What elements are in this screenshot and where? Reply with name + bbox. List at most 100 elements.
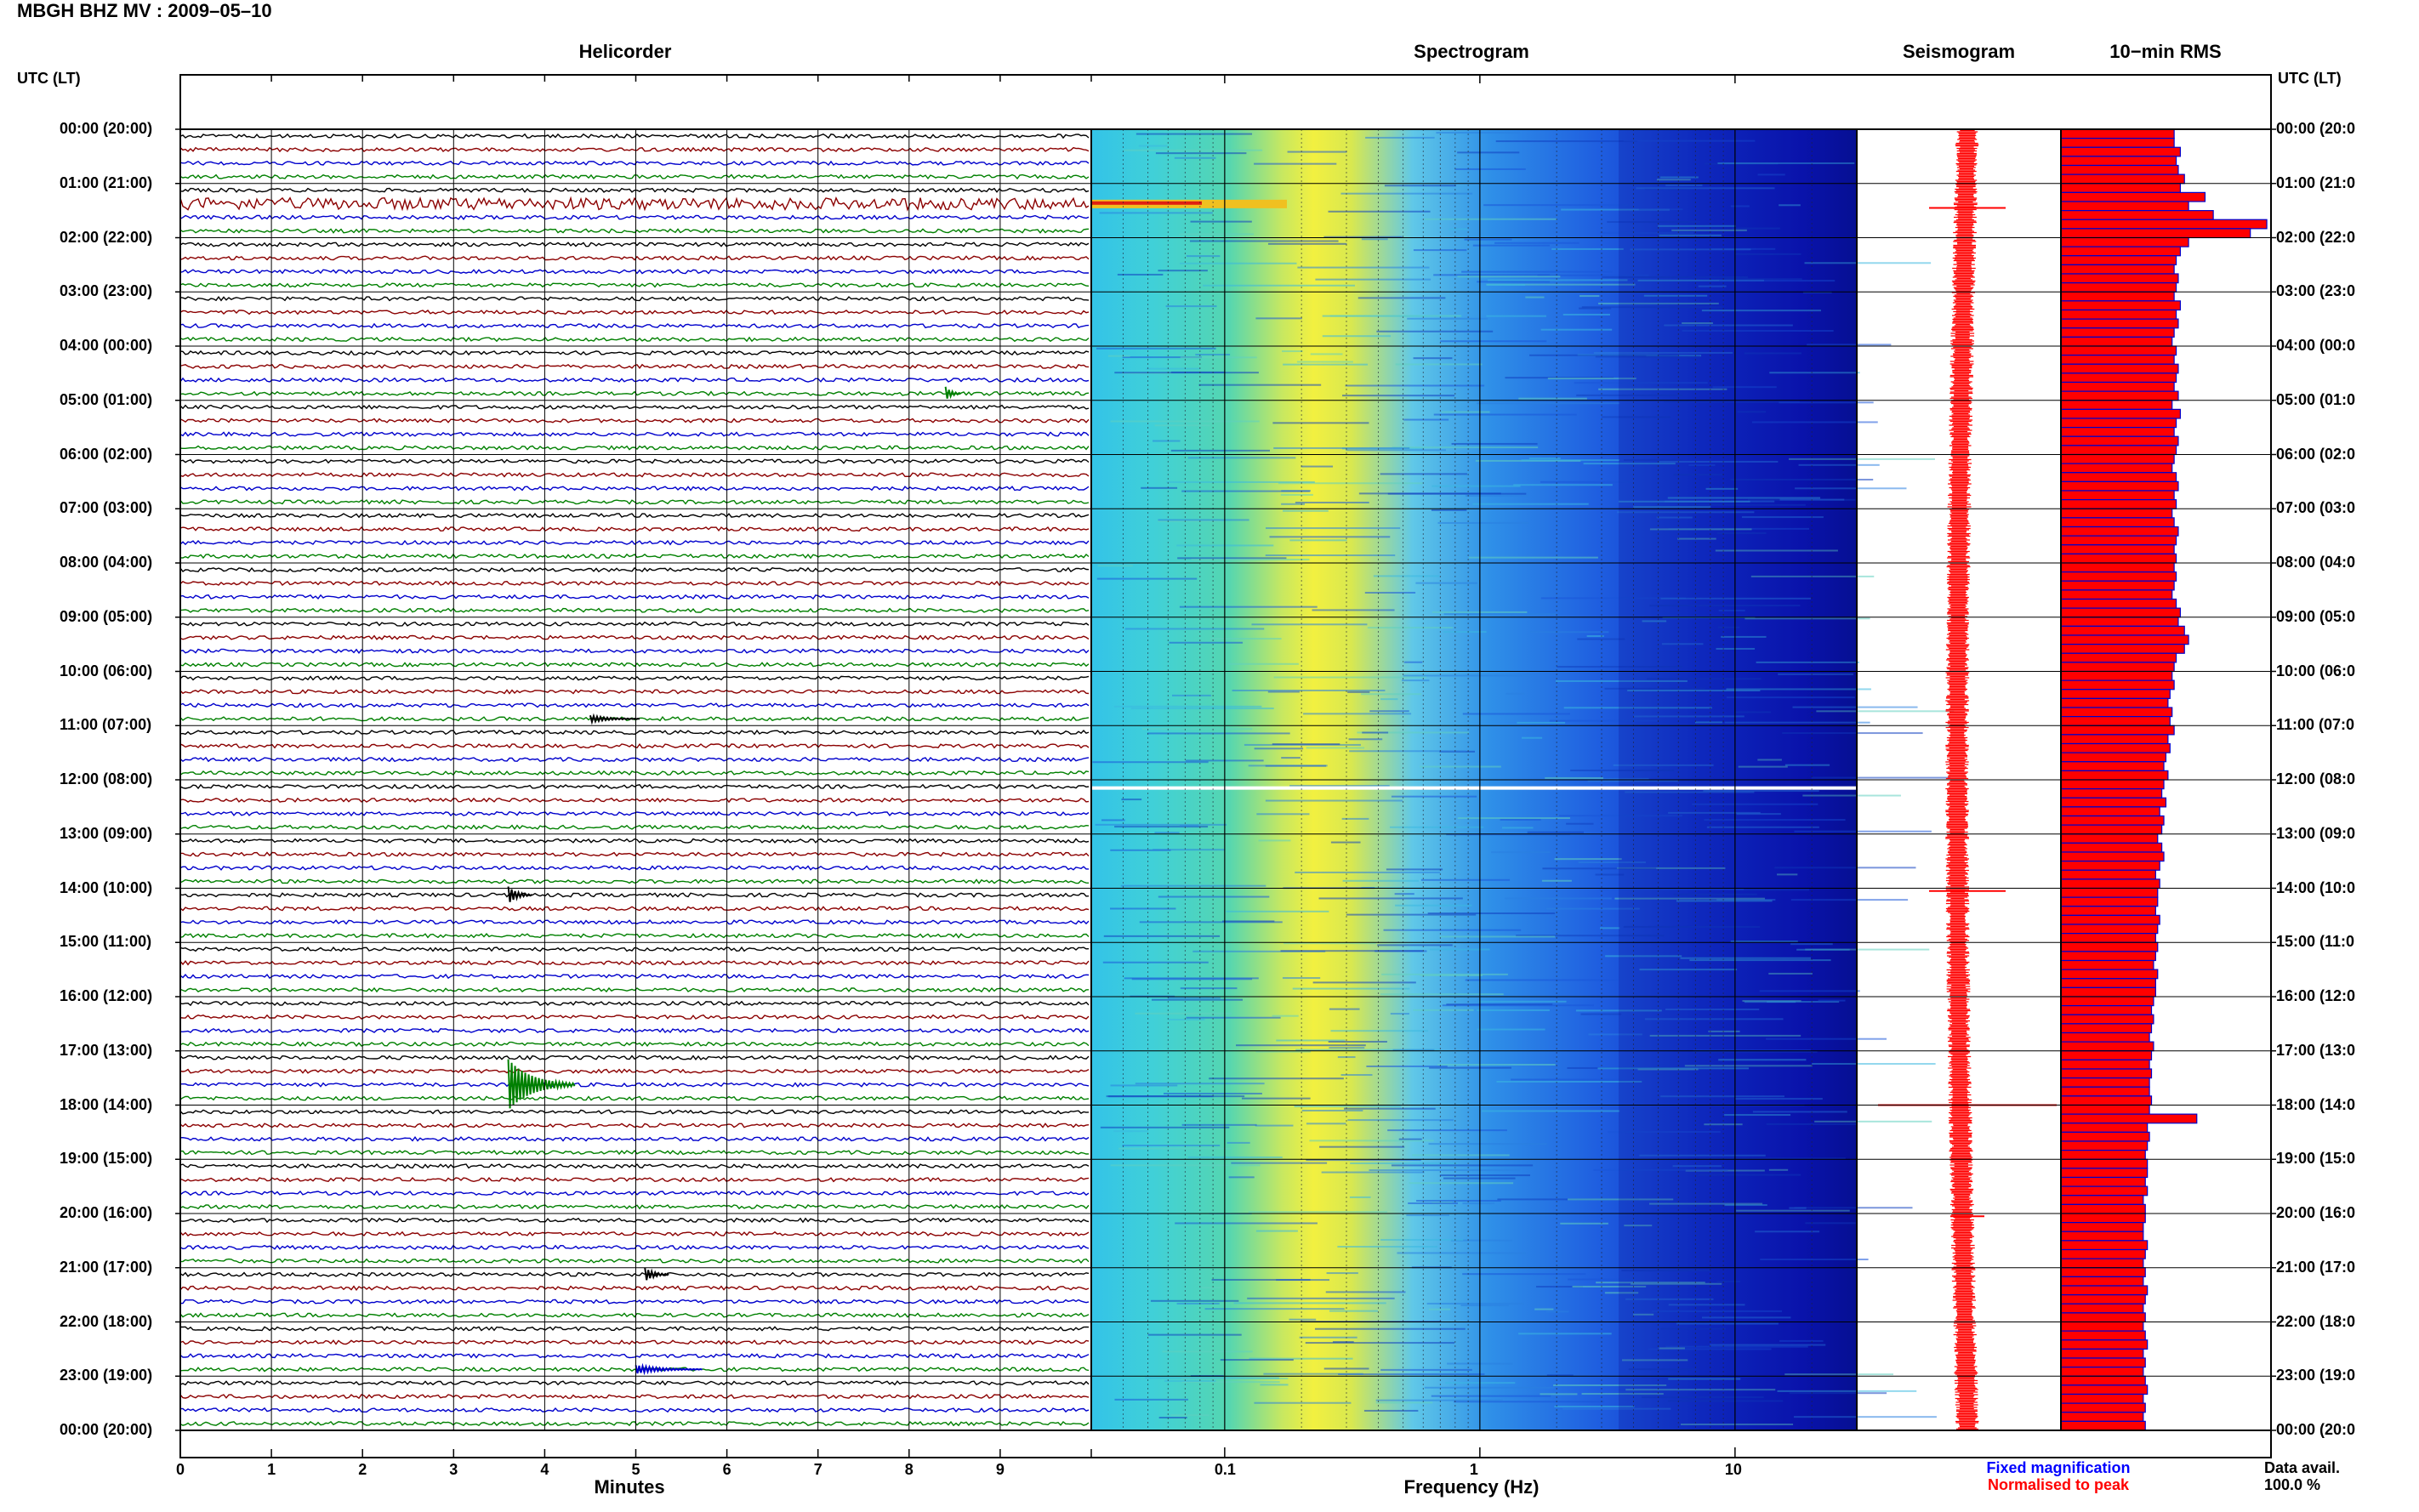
spectrogram-header: Spectrogram [1414, 41, 1529, 62]
rms-bar [2060, 662, 2175, 673]
rms-bar [2060, 815, 2165, 826]
time-label-right: 00:00 (20:0 [2276, 1421, 2356, 1438]
time-label-left: 06:00 (02:00) [60, 445, 153, 463]
helicorder-trace [179, 797, 1090, 804]
time-label-left: 21:00 (17:00) [60, 1258, 153, 1276]
rms-bar [2060, 670, 2173, 681]
helicorder-trace [179, 160, 1090, 167]
helicorder-trace [179, 1068, 1090, 1074]
helicorder-trace [179, 1095, 1090, 1101]
helicorder-trace [179, 1027, 1090, 1034]
rms-bar [2060, 1339, 2149, 1350]
rms-bar [2060, 607, 2181, 618]
legend-normalised-to-peak: Normalised to peak [1987, 1476, 2130, 1493]
seismogram-header: Seismogram [1902, 41, 2016, 62]
time-label-right: 02:00 (22:0 [2276, 228, 2356, 246]
rms-bar [2060, 246, 2181, 257]
helicorder-trace [179, 228, 1090, 234]
rms-bar [2060, 472, 2177, 482]
helicorder-trace [179, 1380, 1090, 1386]
helicorder-trace [179, 498, 1090, 505]
rms-bar [2060, 571, 2177, 582]
rms-bar [2060, 770, 2169, 781]
time-label-left: 01:00 (21:00) [60, 173, 153, 191]
rms-bar [2060, 164, 2179, 175]
helicorder-trace [179, 458, 1090, 464]
rms-bar [2060, 1258, 2144, 1269]
time-label-right: 20:00 (16:0 [2276, 1204, 2356, 1221]
rms-bar [2060, 617, 2179, 627]
rms-bar [2060, 644, 2185, 654]
helicorder-trace [179, 959, 1090, 966]
helicorder-trace [179, 810, 1090, 817]
helicorder-trace [179, 892, 1090, 898]
rms-bar [2060, 273, 2179, 284]
rms-bar [2060, 445, 2177, 456]
helicorder-trace [179, 986, 1090, 993]
rms-bar [2060, 517, 2175, 528]
helicorder-trace [179, 1054, 1090, 1060]
rms-bar [2060, 1104, 2150, 1115]
rms-bar [2060, 1321, 2144, 1332]
helicorder-trace [179, 472, 1090, 478]
minute-tick-label: 4 [540, 1461, 549, 1478]
rms-bar [2060, 1294, 2146, 1305]
rms-bar [2060, 833, 2159, 844]
rms-bar [2060, 634, 2189, 645]
spectrogram-x-axis-label: Frequency (Hz) [1403, 1476, 1540, 1498]
rms-bar [2060, 1303, 2144, 1314]
rms-bar [2060, 707, 2173, 718]
time-label-left: 18:00 (14:00) [60, 1095, 153, 1113]
helicorder-trace [179, 1109, 1090, 1115]
rms-bar [2060, 138, 2175, 148]
helicorder-trace [179, 919, 1090, 925]
helicorder-trace [179, 295, 1090, 302]
helicorder-trace [179, 1203, 1090, 1210]
helicorder-trace [179, 1312, 1090, 1318]
rms-bar [2060, 1222, 2144, 1232]
helicorder-trace [179, 539, 1090, 546]
frequency-tick-label: 10 [1724, 1461, 1742, 1478]
time-label-right: 15:00 (11:0 [2276, 933, 2355, 951]
rms-bar [2060, 499, 2177, 509]
rms-bar [2060, 363, 2179, 374]
helicorder-trace [179, 553, 1090, 560]
rms-bar [2060, 1005, 2153, 1015]
time-label-right: 03:00 (23:0 [2276, 282, 2356, 300]
helicorder-trace [179, 390, 1090, 396]
rms-bar [2060, 598, 2177, 609]
time-label-right: 13:00 (09:0 [2276, 824, 2356, 842]
rms-bar [2060, 986, 2156, 998]
helicorder-trace [179, 242, 1090, 247]
time-label-right: 06:00 (02:0 [2276, 445, 2356, 463]
minute-tick-label: 9 [995, 1461, 1005, 1478]
helicorder-trace [179, 1150, 1090, 1156]
time-label-left: 22:00 (18:00) [60, 1312, 153, 1330]
rms-bar [2060, 1367, 2144, 1377]
time-label-right: 08:00 (04:0 [2276, 554, 2356, 571]
helicorder-trace [179, 1000, 1090, 1007]
rms-bar [2060, 806, 2160, 817]
rms-bar [2060, 824, 2163, 835]
rms-bar [2060, 1348, 2144, 1359]
helicorder-trace [179, 512, 1090, 519]
rms-bar [2060, 1131, 2150, 1142]
time-label-left: 20:00 (16:00) [60, 1204, 153, 1221]
rms-bar [2060, 427, 2175, 437]
minute-tick-label: 0 [176, 1461, 185, 1478]
rms-bar [2060, 1014, 2154, 1025]
time-label-right: 18:00 (14:0 [2276, 1095, 2356, 1113]
helicorder-event [644, 1267, 669, 1281]
rms-bar [2060, 1032, 2150, 1043]
rms-bar [2060, 201, 2189, 212]
helicorder-trace [179, 1258, 1090, 1265]
rms-bar [2060, 752, 2167, 763]
rms-bar [2060, 924, 2159, 935]
rms-bar [2060, 553, 2177, 564]
helicorder-trace [179, 906, 1090, 912]
helicorder-trace [179, 607, 1090, 613]
minute-tick-label: 8 [904, 1461, 914, 1478]
rms-bar [2060, 679, 2175, 691]
helicorder-trace [179, 336, 1090, 343]
time-label-right: 00:00 (20:0 [2276, 120, 2356, 137]
